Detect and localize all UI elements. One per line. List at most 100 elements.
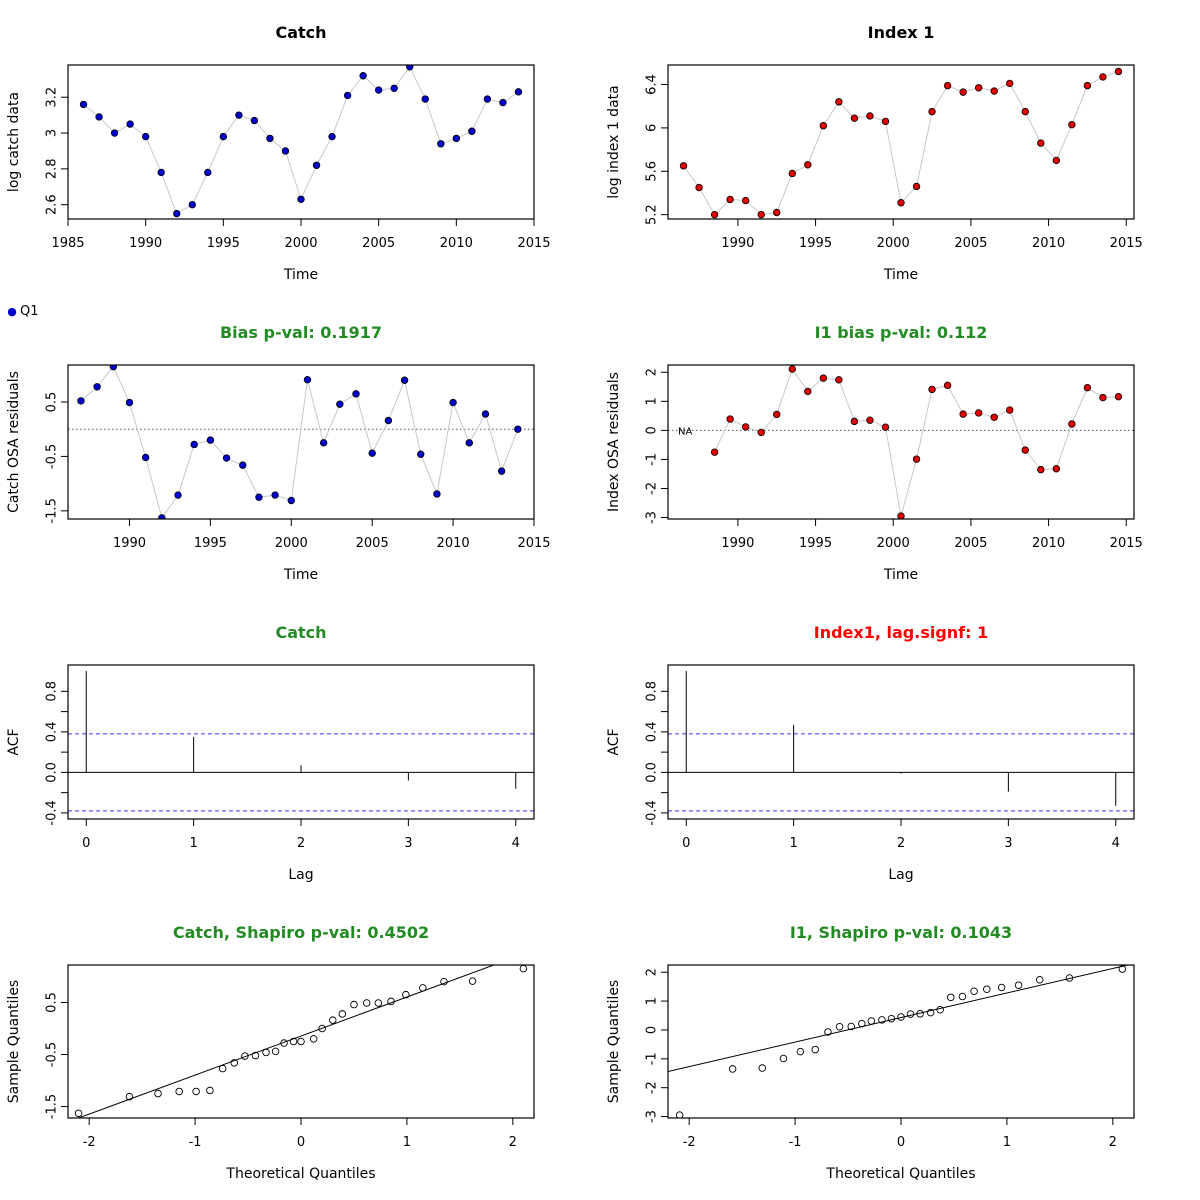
data-point: [958, 992, 967, 1001]
data-point: [222, 454, 231, 462]
data-point: [481, 410, 490, 418]
data-point: [959, 410, 967, 418]
data-point: [188, 200, 196, 209]
data-point: [897, 199, 905, 207]
x-tick-label: 4: [512, 836, 520, 851]
data-point: [1099, 73, 1107, 81]
data-point: [514, 88, 523, 96]
x-tick-label: 2: [509, 1135, 517, 1150]
data-point: [303, 375, 312, 384]
data-point: [312, 161, 321, 169]
data-point: [514, 425, 522, 433]
x-tick-label: -1: [189, 1135, 202, 1150]
data-point: [796, 1047, 805, 1056]
y-tick-label: 0.0: [645, 762, 660, 783]
y-axis: 2.6 2.8 3 3.2: [45, 87, 69, 215]
data-point: [74, 1109, 83, 1118]
data-point: [352, 390, 360, 398]
data-point: [241, 1052, 249, 1060]
data-point: [1068, 120, 1076, 129]
data-point: [158, 514, 166, 519]
y-tick-label: 0: [645, 1026, 660, 1034]
y-tick-label: 5.2: [645, 204, 660, 225]
data-point: [406, 65, 414, 71]
x-tick-label: 1990: [721, 536, 754, 551]
data-point: [1021, 107, 1029, 116]
y-tick-label: -1: [645, 453, 660, 466]
data-point: [250, 116, 259, 125]
x-tick-label: 1995: [207, 236, 240, 251]
data-point: [329, 1016, 337, 1024]
y-axis-label: ACF: [6, 728, 22, 755]
y-tick-label: 0.4: [45, 722, 60, 743]
y-axis: -3 -2 -1 0 1 2: [645, 368, 669, 524]
x-tick-label: 0: [297, 1135, 305, 1150]
data-point: [726, 195, 734, 204]
data-point: [878, 1016, 886, 1024]
plot-frame: [667, 964, 1135, 1119]
data-point: [936, 1005, 944, 1014]
y-tick-label: -1.5: [45, 1094, 60, 1119]
catch_data-panel: Catch Time log catch data 1985 1990 1995 2000 2…: [6, 23, 551, 283]
data-point: [497, 467, 506, 475]
data-point: [368, 449, 376, 457]
data-point: [465, 439, 473, 447]
data-point: [997, 983, 1006, 992]
x-tick-label: 2010: [1032, 236, 1065, 251]
data-point: [710, 448, 719, 456]
data-point: [271, 491, 279, 499]
plot-area: [68, 671, 534, 812]
x-tick-label: 2015: [1110, 536, 1143, 551]
data-point: [943, 381, 952, 390]
data-point: [881, 423, 890, 431]
y-axis-label: Catch OSA residuals: [6, 371, 22, 513]
data-point: [1035, 975, 1044, 984]
y-tick-label: 2.8: [45, 159, 60, 180]
y-tick-label: -3: [645, 511, 660, 524]
y-tick-label: 1: [645, 997, 660, 1005]
data-point: [387, 997, 395, 1006]
y-axis-label: Sample Quantiles: [6, 980, 22, 1103]
plot-frame: [667, 64, 1135, 220]
data-point: [1014, 981, 1023, 989]
data-point: [867, 1017, 876, 1025]
data-point: [1037, 465, 1045, 474]
x-axis: 1985 1990 1995 2000 2005 2010 2015: [51, 218, 551, 251]
y-tick-label: 2: [645, 368, 660, 376]
y-tick-label: 6: [645, 124, 660, 132]
y-axis: -0.4 0.0 0.4 0.8: [45, 681, 69, 826]
data-point: [125, 1092, 134, 1101]
data-point: [835, 376, 843, 384]
x-tick-label: 1995: [799, 536, 832, 551]
plot-frame: [667, 364, 1135, 520]
y-axis-label: ACF: [606, 728, 622, 755]
panel-title: Catch: [275, 23, 326, 42]
y-axis-label: Index OSA residuals: [606, 372, 622, 512]
x-tick-label: 2005: [356, 536, 389, 551]
data-point: [402, 990, 410, 999]
data-point: [289, 1037, 298, 1046]
data-point: [858, 1019, 866, 1028]
data-point: [328, 132, 336, 141]
data-point: [788, 365, 796, 373]
data-point: [850, 114, 859, 122]
plot-frame: [667, 664, 1135, 820]
x-tick-label: 1990: [129, 236, 162, 251]
data-point: [79, 100, 88, 109]
y-tick-label: 0.5: [45, 992, 60, 1013]
data-point: [338, 1010, 347, 1018]
y-tick-label: -0.5: [45, 444, 60, 469]
data-point: [970, 987, 978, 996]
x-axis-label: Time: [883, 567, 918, 583]
data-point: [1083, 81, 1092, 90]
data-point: [1114, 67, 1123, 76]
data-point: [374, 86, 383, 94]
x-axis: 0 1 2 3 4: [682, 818, 1120, 851]
data-point: [881, 117, 890, 126]
data-point: [819, 122, 828, 130]
data-point: [219, 132, 228, 141]
data-point: [675, 1111, 684, 1118]
y-tick-label: 0.5: [45, 392, 60, 413]
data-point: [271, 1047, 280, 1056]
x-tick-label: 2000: [284, 236, 317, 251]
